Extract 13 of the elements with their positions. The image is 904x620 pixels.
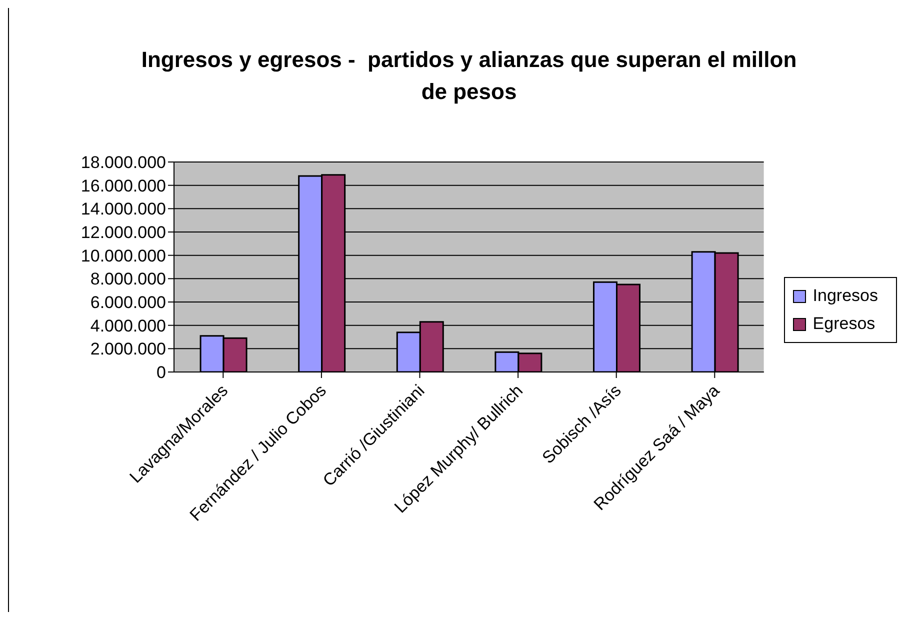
- y-tick-label: 8.000.000: [90, 270, 166, 289]
- y-tick-label: 4.000.000: [90, 316, 166, 336]
- y-tick-label: 14.000.000: [80, 200, 166, 219]
- y-tick-label: 18.000.000: [80, 153, 166, 172]
- y-tick-label: 16.000.000: [80, 176, 166, 196]
- y-tick-label: 2.000.000: [90, 340, 166, 359]
- y-tick-label: 12.000.000: [80, 223, 166, 242]
- y-tick-label: 10.000.000: [80, 246, 166, 266]
- chart-title: Ingresos y egresos - partidos y alianzas que superan el millon de pesos: [140, 46, 798, 106]
- y-tick-label: 6.000.000: [90, 293, 166, 312]
- legend-label: Egresos: [812, 314, 876, 334]
- legend-label: Ingresos: [812, 286, 878, 306]
- y-tick-label: 0: [156, 363, 166, 382]
